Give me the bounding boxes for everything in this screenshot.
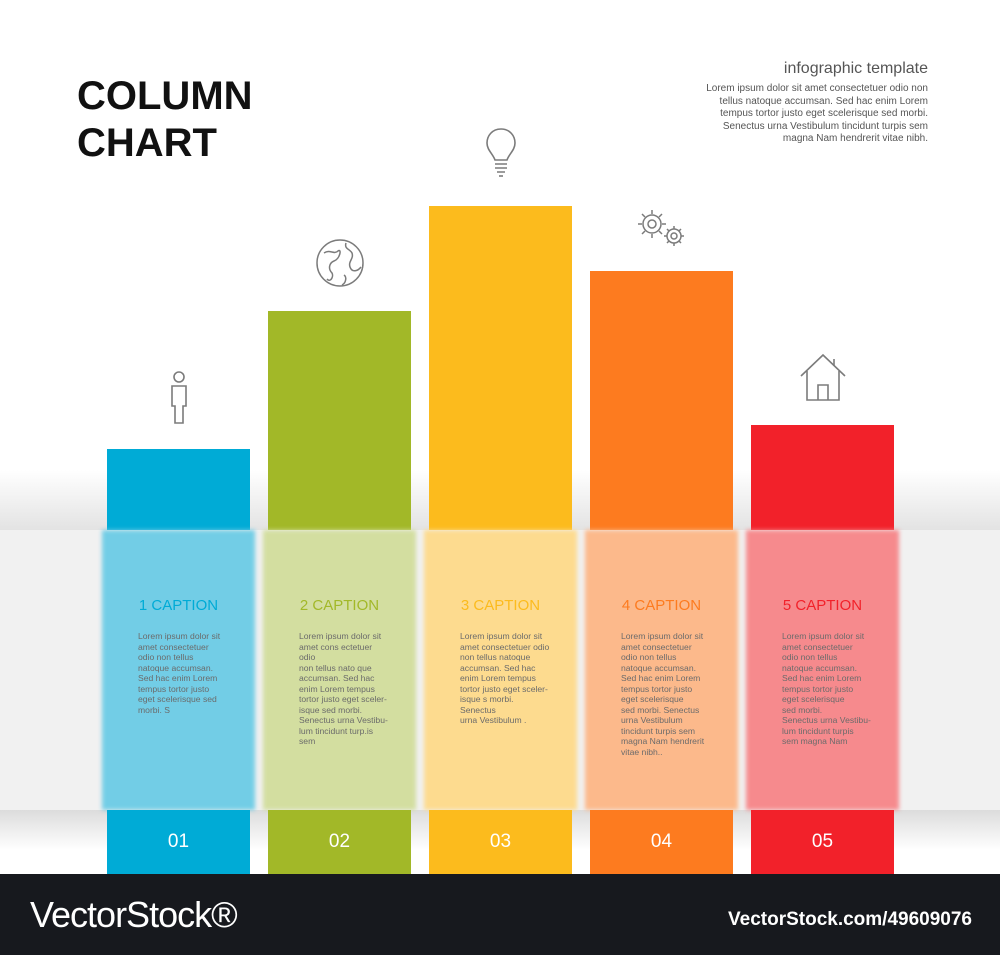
description-line: eget scelerisque <box>782 694 845 704</box>
brand-logo: VectorStock® <box>30 894 238 935</box>
description-line: amet consectetuer <box>138 641 209 652</box>
category-label: 01 <box>107 810 250 874</box>
description-line: Senectus urna Vestibu- <box>299 715 388 725</box>
description-line: tempus tortor justo <box>782 683 854 694</box>
bar-caption: 1 CAPTION <box>138 597 219 614</box>
subtext-line: tempus tortor justo eget scelerisque sed… <box>720 108 928 119</box>
description-line: odio non tellus <box>138 652 194 662</box>
category-label: 03 <box>429 810 572 874</box>
description-line: Lorem ipsum dolor sit <box>138 631 221 641</box>
description-line: tortor justo eget sceler- <box>299 694 387 704</box>
bar-overlay-05 <box>746 530 899 810</box>
bar-caption: 5 CAPTION <box>782 597 863 614</box>
description-line: natoque accumsan. <box>621 662 697 673</box>
description-line: enim Lorem tempus <box>299 683 375 694</box>
bar-description: Lorem ipsum dolor sit amet consectetuer od… <box>138 631 228 715</box>
description-line: non tellus nato que <box>299 662 372 673</box>
description-line: sem magna Nam <box>782 736 848 746</box>
bar-description: Lorem ipsum dolor sit amet cons ectetuer … <box>299 631 389 747</box>
bar-overlay-03 <box>424 530 577 810</box>
description-line: eget scelerisque sed <box>138 694 217 704</box>
description-line: sed morbi. <box>782 704 823 715</box>
subtext-line: tellus natoque accumsan. Sed hac enim Lo… <box>719 95 928 107</box>
bar-04 <box>590 270 733 530</box>
description-line: morbi. S <box>138 704 170 715</box>
globe-icon <box>314 237 366 294</box>
subtext-line: Senectus urna Vestibulum tincidunt turpi… <box>722 120 928 132</box>
description-line: natoque accumsan. <box>782 662 858 673</box>
description-line: Lorem ipsum dolor sit <box>621 631 704 641</box>
bar-caption: 3 CAPTION <box>460 597 541 614</box>
description-line: sed morbi. Senectus <box>621 704 700 715</box>
bar-caption: 2 CAPTION <box>299 597 380 614</box>
category-label: 04 <box>590 810 733 874</box>
description-line: non tellus natoque <box>460 652 531 662</box>
person-icon <box>166 369 192 432</box>
description-line: isque sed morbi. <box>299 704 363 715</box>
lightbulb-icon <box>484 126 518 189</box>
description-line: Lorem ipsum dolor sit <box>299 631 382 641</box>
description-line: Sed hac enim Lorem <box>621 673 701 683</box>
chart-title: COLUMN CHART <box>77 73 253 167</box>
description-line: tincidunt turpis sem <box>621 725 696 736</box>
description-line: Senectus urna Vestibu- <box>782 715 871 725</box>
description-line: Lorem ipsum dolor sit <box>782 631 865 641</box>
description-line: urna Vestibulum . <box>460 715 527 725</box>
description-line: tempus tortor justo <box>138 683 210 694</box>
subtitle: infographic template <box>783 60 928 77</box>
subtitle-description: Lorem ipsum dolor sit amet consectetuer … <box>678 83 928 146</box>
description-line: accumsan. Sed hac <box>299 673 375 683</box>
category-label: 05 <box>751 810 894 874</box>
image-id: VectorStock.com/49609076 <box>728 909 972 930</box>
title-line-2: CHART <box>77 121 217 165</box>
description-line: tempus tortor justo <box>621 683 693 694</box>
description-line: amet consectetuer <box>621 641 692 652</box>
bar-overlay-04 <box>585 530 738 810</box>
title-line-1: COLUMN <box>77 74 253 118</box>
category-label: 02 <box>268 810 411 874</box>
description-line: lum tincidunt turp.is sem <box>299 725 374 747</box>
description-line: amet consectetuer <box>782 641 853 652</box>
description-line: odio non tellus <box>621 652 677 662</box>
description-line: magna Nam hendrerit <box>621 736 705 746</box>
subtext-line: Lorem ipsum dolor sit amet consectetuer … <box>706 83 928 94</box>
bar-overlay-02 <box>263 530 416 810</box>
description-line: amet consectetuer odio <box>460 641 550 652</box>
bar-caption: 4 CAPTION <box>621 597 702 614</box>
gears-icon <box>635 207 689 254</box>
description-line: odio non tellus <box>782 652 838 662</box>
description-line: Sed hac enim Lorem <box>138 673 218 683</box>
subtext-line: magna Nam hendrerit vitae nibh. <box>782 133 928 144</box>
description-line: lum tincidunt turpis <box>782 725 854 736</box>
footer-bar <box>0 874 1000 955</box>
house-icon <box>798 351 848 408</box>
bar-description: Lorem ipsum dolor sit amet consectetuer od… <box>621 631 711 757</box>
description-line: amet cons ectetuer odio <box>299 641 373 663</box>
description-line: Sed hac enim Lorem <box>782 673 862 683</box>
bar-05 <box>751 424 894 530</box>
description-line: eget scelerisque <box>621 694 684 704</box>
bar-01 <box>107 449 250 530</box>
bar-description: Lorem ipsum dolor sit amet consectetuer o… <box>460 631 550 726</box>
description-line: tortor justo eget sceler- <box>460 683 548 694</box>
description-line: urna Vestibulum <box>621 715 683 725</box>
description-line: isque s morbi. Senectus <box>460 694 514 715</box>
bar-description: Lorem ipsum dolor sit amet consectetuer od… <box>782 631 872 747</box>
bar-03 <box>429 206 572 530</box>
bar-overlay-01 <box>102 530 255 810</box>
description-line: accumsan. Sed hac <box>460 662 536 673</box>
description-line: natoque accumsan. <box>138 662 214 673</box>
bar-02 <box>268 311 411 530</box>
description-line: Lorem ipsum dolor sit <box>460 631 543 641</box>
description-line: enim Lorem tempus <box>460 673 536 683</box>
description-line: vitae nibh.. <box>621 746 663 757</box>
